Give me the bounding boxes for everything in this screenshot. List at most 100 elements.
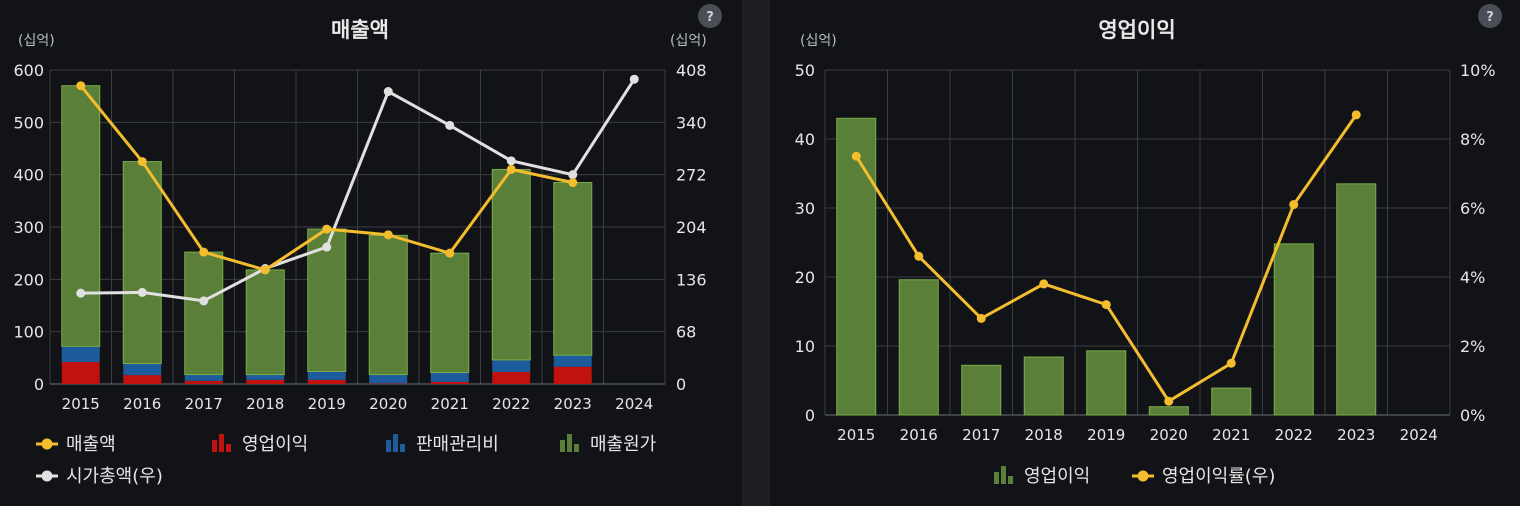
y-axis-left: 0 10 20 30 40 50 [795,61,815,425]
bar-operating-income [1211,387,1252,416]
legend-market-cap[interactable]: 시가총액(우) [36,466,163,487]
revenue-point [445,248,455,258]
y2-tick-label: 2% [1460,337,1485,356]
x-tick-label: 2020 [1150,426,1188,444]
bar-operating-income [1086,350,1127,416]
x-tick-label: 2023 [1337,426,1375,444]
right-axis-unit: (십억) [670,33,707,49]
legend-label: 판매관리비 [416,434,499,455]
help-icon-label: ? [1486,10,1494,25]
legend-bar-icon [400,444,405,452]
market-cap-point [568,170,578,180]
legend-cogs[interactable]: 매출원가 [560,434,656,455]
bar-cogs [245,269,285,376]
market-cap-point [506,156,516,166]
legend-operating-income[interactable]: 영업이익 [994,466,1090,487]
y2-tick-label: 204 [676,218,707,237]
x-tick-label: 2015 [62,395,100,413]
bar-operating-income [61,362,100,384]
bar-operating-income [553,366,592,384]
operating-margin-point [1226,358,1236,368]
revenue-point [260,265,270,275]
y-axis-right: 0% 2% 4% 6% 8% 10% [1460,61,1496,425]
x-tick-label: 2017 [962,426,1000,444]
x-tick-label: 2022 [492,395,530,413]
y-tick-label: 400 [13,166,44,185]
revenue-point [76,81,86,91]
help-icon[interactable] [1478,4,1502,28]
y-tick-label: 20 [795,268,815,287]
legend-bar-icon [560,440,565,452]
operating-income-chart: 영업이익 (십억) ? 0 10 20 30 40 50 0% 2% 4% 6% 8% 10% 20… [795,4,1502,487]
legend-label: 매출원가 [590,434,656,455]
legend-sga[interactable]: 판매관리비 [386,434,499,455]
bar-cogs [122,161,162,365]
chart-title: 영업이익 [1098,18,1175,42]
bar-sga [123,363,162,376]
help-icon[interactable] [698,4,722,28]
legend-bar-icon [226,444,231,452]
y-tick-label: 30 [795,199,815,218]
bar-cogs [184,251,224,376]
y-tick-label: 500 [13,113,44,132]
y2-tick-label: 408 [676,61,707,80]
operating-income-chart-panel: 영업이익 (십억) ? 0 10 20 30 40 50 0% 2% 4% 6% 8% 10% 20… [770,0,1520,506]
bar-sga [492,359,531,372]
y2-tick-label: 272 [676,166,707,185]
legend-operating-income[interactable]: 영업이익 [212,434,308,455]
legend-bar-icon [994,472,999,484]
bar-operating-income [1336,183,1377,416]
bar-cogs [430,252,470,373]
legend-bar-icon [567,434,572,452]
left-axis-unit: (십억) [18,33,55,49]
operating-margin-point [914,251,924,261]
legend-marker-icon [41,438,53,450]
x-tick-label: 2023 [554,395,592,413]
y2-tick-label: 10% [1460,61,1496,80]
y-tick-label: 600 [13,61,44,80]
bar-sga [553,355,592,367]
legend-operating-margin[interactable]: 영업이익률(우) [1132,466,1275,487]
bar-sga [430,372,469,382]
legend-label: 매출액 [66,434,116,455]
bar-operating-income [369,383,408,384]
y2-tick-label: 6% [1460,199,1485,218]
legend-marker-icon [1137,470,1149,482]
legend-bar-icon [219,434,224,452]
legend-revenue[interactable]: 매출액 [36,434,116,455]
x-tick-label: 2016 [123,395,161,413]
bar-operating-income [307,379,346,384]
x-tick-label: 2022 [1275,426,1313,444]
bar-sga [369,374,408,384]
operating-margin-point [976,313,986,323]
bar-operating-income [246,379,285,384]
bar-sga [307,371,346,380]
bar-operating-income [492,371,531,384]
x-tick-label: 2017 [185,395,223,413]
legend-label: 시가총액(우) [66,466,163,487]
lines [851,110,1361,406]
legend-marker-icon [41,470,53,482]
market-cap-line [80,78,636,303]
x-tick-label: 2024 [1400,426,1438,444]
bar-cogs [61,85,101,347]
market-cap-point [76,288,86,298]
revenue-point [322,224,332,234]
legend-label: 영업이익 [1024,466,1090,487]
y2-tick-label: 8% [1460,130,1485,149]
x-tick-label: 2019 [1087,426,1125,444]
legend-label: 영업이익률(우) [1162,466,1275,487]
help-button[interactable]: ? [698,4,722,28]
x-axis: 2015 2016 2017 2018 2019 2020 2021 2022 2023 2024 [837,426,1438,444]
y-tick-label: 300 [13,218,44,237]
revenue-point [568,178,578,188]
operating-margin-point [1289,200,1299,210]
operating-margin-point [1039,279,1049,289]
x-axis: 2015 2016 2017 2018 2019 2020 2021 2022 2023 2024 [62,395,654,413]
x-tick-label: 2024 [615,395,653,413]
y-tick-label: 10 [795,337,815,356]
market-cap-point [629,74,639,84]
help-button[interactable]: ? [1478,4,1502,28]
left-axis-unit: (십억) [800,33,837,49]
